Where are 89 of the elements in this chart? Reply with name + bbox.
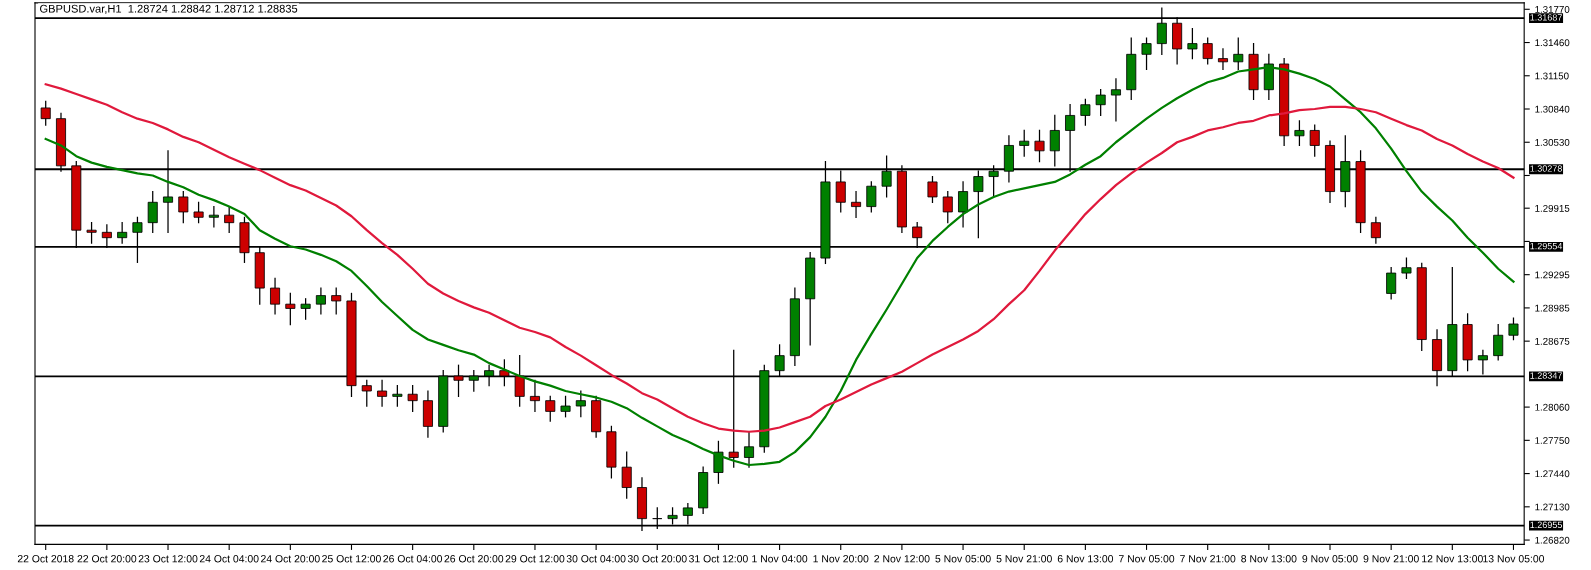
candlestick: [377, 379, 388, 407]
x-tick-label: 30 Oct 20:00: [627, 555, 687, 563]
candlestick: [1294, 120, 1305, 147]
x-tick-label: 5 Nov 05:00: [935, 555, 991, 563]
candlestick: [529, 379, 540, 413]
x-tick-label: 23 Oct 12:00: [138, 555, 198, 563]
candlestick: [1386, 267, 1397, 300]
candlestick: [224, 205, 235, 233]
x-tick-label: 8 Nov 13:00: [1241, 555, 1297, 563]
y-tick-label: 1.27130: [1535, 503, 1570, 511]
x-tick-label: 12 Nov 13:00: [1422, 555, 1483, 563]
candlestick: [270, 277, 281, 315]
ref-line-label: 1.28347: [1530, 372, 1562, 379]
candlestick: [315, 287, 326, 315]
candlestick: [1370, 216, 1381, 244]
candlestick: [958, 181, 969, 228]
candlestick: [621, 451, 632, 499]
candlestick: [86, 222, 97, 244]
x-tick-label: 2 Nov 12:00: [874, 555, 930, 563]
y-tick-label: 1.28060: [1535, 403, 1570, 411]
x-tick-label: 1 Nov 04:00: [752, 555, 808, 563]
candlestick: [40, 100, 51, 126]
candlestick: [208, 205, 219, 228]
x-tick-label: 29 Oct 12:00: [505, 555, 565, 563]
ref-line-label: 1.30278: [1530, 165, 1562, 172]
x-tick-label: 7 Nov 21:00: [1180, 555, 1236, 563]
candlestick: [361, 379, 372, 407]
candlestick: [300, 298, 311, 320]
ref-line-label: 1.29554: [1530, 242, 1563, 250]
candlestick: [866, 181, 877, 213]
ref-line-label: 1.31687: [1530, 14, 1562, 21]
x-tick-label: 30 Oct 04:00: [566, 555, 626, 563]
y-tick-label: 1.29295: [1535, 271, 1570, 279]
y-tick-label: 1.30840: [1535, 105, 1570, 113]
candlestick: [1080, 98, 1091, 126]
chart-title: GBPUSD.var,H1 1.28724 1.28842 1.28712 1.28835: [40, 4, 298, 14]
candlestick: [407, 385, 418, 413]
candlestick: [178, 190, 189, 224]
candlestick: [147, 190, 158, 233]
y-tick-label: 1.28675: [1535, 337, 1570, 345]
candlestick: [545, 395, 556, 422]
candlestick: [392, 385, 403, 407]
x-tick-label: 26 Oct 20:00: [444, 555, 504, 563]
candlestick: [1034, 129, 1045, 163]
candlestick: [1187, 27, 1198, 60]
x-tick-label: 7 Nov 05:00: [1118, 555, 1175, 563]
y-tick-label: 1.31770: [1535, 6, 1570, 13]
x-tick-label: 6 Nov 13:00: [1057, 555, 1114, 563]
candlestick: [117, 222, 128, 244]
candlestick: [1095, 89, 1106, 117]
x-tick-label: 22 Oct 2018: [17, 555, 74, 563]
candlestick: [1110, 78, 1121, 122]
y-tick-label: 1.27440: [1535, 470, 1570, 478]
y-tick-label: 1.26820: [1535, 536, 1570, 544]
candlestick: [285, 292, 296, 326]
candlestick: [927, 175, 938, 203]
x-tick-label: 25 Oct 12:00: [322, 555, 381, 563]
x-tick-label: 9 Nov 05:00: [1302, 555, 1358, 563]
candlestick: [1493, 323, 1504, 361]
x-tick-label: 31 Oct 12:00: [689, 555, 748, 563]
candlestick: [1141, 37, 1152, 70]
candlestick: [1202, 37, 1213, 65]
candlestick: [1401, 257, 1412, 280]
candlestick: [1309, 124, 1320, 157]
x-tick-label: 24 Oct 20:00: [261, 555, 320, 563]
x-tick-label: 24 Oct 04:00: [199, 555, 259, 563]
y-tick-label: 1.31460: [1535, 39, 1570, 47]
y-tick-label: 1.30530: [1535, 138, 1570, 146]
candlestick: [331, 287, 342, 315]
y-tick-label: 1.29915: [1535, 204, 1570, 212]
x-tick-label: 1 Nov 20:00: [813, 555, 869, 563]
x-tick-label: 5 Nov 21:00: [996, 555, 1052, 563]
y-tick-label: 1.27750: [1535, 437, 1570, 444]
candlestick: [851, 190, 862, 218]
x-tick-label: 26 Oct 04:00: [383, 555, 443, 563]
candlestick: [1508, 317, 1519, 341]
ref-line-label: 1.26955: [1530, 521, 1562, 529]
candlestick: [1019, 129, 1030, 157]
y-tick-label: 1.28985: [1535, 304, 1570, 312]
y-tick-label: 1.31150: [1535, 72, 1569, 80]
candlestick: [942, 190, 953, 224]
candlestick: [560, 395, 571, 418]
candlestick: [193, 201, 204, 224]
x-tick-label: 13 Nov 05:00: [1483, 555, 1545, 563]
x-tick-label: 22 Oct 20:00: [77, 555, 137, 563]
candlestick: [1217, 48, 1228, 70]
candlestick: [1049, 114, 1060, 167]
candlestick: [575, 390, 586, 418]
x-tick-label: 9 Nov 21:00: [1363, 555, 1419, 563]
